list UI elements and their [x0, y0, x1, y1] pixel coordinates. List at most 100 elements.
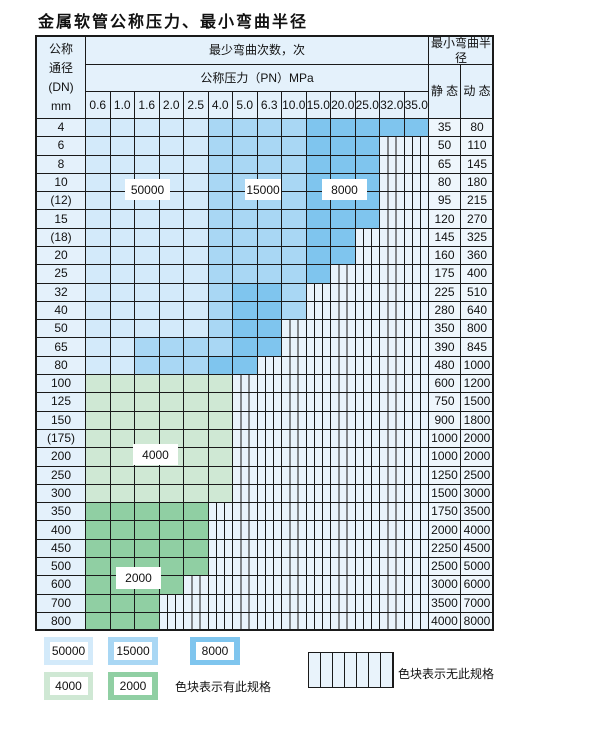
spec-cell — [403, 118, 429, 138]
no-spec-cell — [281, 374, 307, 394]
spec-cell — [281, 118, 307, 138]
spec-cell — [158, 355, 184, 376]
spec-cell — [134, 410, 160, 430]
dynamic-radius-cell: 2000 — [460, 428, 494, 449]
dn-cell: 8 — [36, 154, 86, 174]
spec-cell — [85, 118, 111, 138]
spec-cell — [183, 227, 209, 248]
spec-cell — [85, 483, 111, 504]
spec-cell — [183, 374, 209, 394]
spec-cell — [207, 319, 233, 339]
no-spec-cell — [305, 428, 331, 449]
spec-cell — [256, 300, 282, 321]
no-spec-cell — [207, 593, 233, 613]
dn-cell: 200 — [36, 447, 86, 467]
no-spec-cell — [305, 611, 331, 632]
legend-value: 8000 — [196, 642, 234, 660]
spec-cell — [85, 428, 111, 449]
spec-cell — [85, 611, 111, 632]
legend-value: 4000 — [49, 677, 88, 695]
spec-cell — [134, 154, 160, 174]
no-spec-cell — [379, 520, 405, 540]
no-spec-cell — [330, 282, 356, 302]
spec-cell — [85, 337, 111, 357]
spec-cell — [330, 154, 356, 174]
spec-cell — [109, 264, 135, 284]
no-spec-cell — [256, 556, 282, 577]
no-spec-cell — [379, 282, 405, 302]
no-spec-cell — [403, 246, 429, 266]
static-radius-cell: 3000 — [428, 575, 461, 595]
dn-cell: 450 — [36, 538, 86, 558]
spec-cell — [183, 538, 209, 558]
spec-cell — [109, 118, 135, 138]
no-spec-cell — [403, 392, 429, 412]
no-spec-cell — [232, 483, 258, 504]
dynamic-radius-cell: 400 — [460, 264, 494, 284]
no-spec-cell — [330, 264, 356, 284]
pressure-header: 4.0 — [207, 91, 233, 119]
legend-hatch-swatch — [308, 652, 394, 688]
dn-cell: 15 — [36, 209, 86, 229]
no-spec-cell — [403, 447, 429, 467]
no-spec-cell — [232, 611, 258, 632]
no-spec-cell — [330, 355, 356, 376]
spec-cell — [232, 154, 258, 174]
spec-cell — [207, 154, 233, 174]
no-spec-cell — [354, 410, 380, 430]
spec-cell — [183, 118, 209, 138]
spec-cell — [207, 300, 233, 321]
spec-cell — [109, 520, 135, 540]
dn-cell: 150 — [36, 410, 86, 430]
static-radius-cell: 225 — [428, 282, 461, 302]
spec-cell — [354, 154, 380, 174]
spec-cell — [379, 118, 405, 138]
spec-cell — [85, 355, 111, 376]
static-radius-cell: 600 — [428, 374, 461, 394]
spec-cell — [183, 191, 209, 211]
no-spec-cell — [403, 282, 429, 302]
spec-cell — [158, 319, 184, 339]
spec-cell — [305, 227, 331, 248]
dn-cell: 65 — [36, 337, 86, 357]
spec-cell — [207, 246, 233, 266]
spec-cell — [207, 355, 233, 376]
static-radius-cell: 1000 — [428, 428, 461, 449]
spec-cell — [207, 410, 233, 430]
spec-cell — [109, 282, 135, 302]
no-spec-cell — [354, 593, 380, 613]
spec-cell — [183, 337, 209, 357]
dynamic-radius-cell: 640 — [460, 300, 494, 321]
no-spec-cell — [330, 319, 356, 339]
dynamic-radius-cell: 325 — [460, 227, 494, 248]
no-spec-cell — [354, 447, 380, 467]
dynamic-header: 动 态 — [460, 64, 494, 119]
no-spec-cell — [379, 300, 405, 321]
no-spec-cell — [305, 282, 331, 302]
spec-cell — [232, 227, 258, 248]
spec-cell — [183, 300, 209, 321]
spec-cell — [183, 154, 209, 174]
static-radius-cell: 2000 — [428, 520, 461, 540]
dynamic-radius-cell: 5000 — [460, 556, 494, 577]
no-spec-cell — [305, 465, 331, 485]
pressure-header: 2.5 — [183, 91, 209, 119]
spec-cell — [109, 246, 135, 266]
no-spec-cell — [379, 538, 405, 558]
spec-cell — [256, 337, 282, 357]
no-spec-cell — [305, 410, 331, 430]
no-spec-cell — [403, 319, 429, 339]
no-spec-cell — [379, 355, 405, 376]
no-spec-cell — [379, 611, 405, 632]
spec-cell — [85, 502, 111, 522]
spec-cell — [85, 154, 111, 174]
legend-swatch-15000: 15000 — [108, 637, 158, 665]
legend-value: 2000 — [114, 677, 152, 695]
spec-cell — [183, 209, 209, 229]
no-spec-cell — [305, 483, 331, 504]
spec-cell — [183, 355, 209, 376]
static-radius-cell: 350 — [428, 319, 461, 339]
no-spec-cell — [379, 191, 405, 211]
dn-cell: 40 — [36, 300, 86, 321]
no-spec-cell — [379, 337, 405, 357]
